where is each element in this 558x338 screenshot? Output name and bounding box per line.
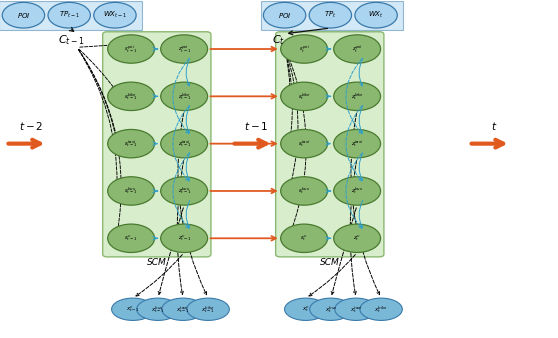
Text: $z_{t}^{bike}$: $z_{t}^{bike}$ — [350, 91, 364, 102]
Ellipse shape — [112, 298, 154, 320]
Text: $z_{t-1}^{bus}$: $z_{t-1}^{bus}$ — [177, 186, 191, 196]
Text: $x_{t}^{v}$: $x_{t}^{v}$ — [302, 305, 310, 314]
Text: $\varepsilon_{t}^{bike}$: $\varepsilon_{t}^{bike}$ — [297, 91, 311, 102]
Text: $\varepsilon_{t}^{v}$: $\varepsilon_{t}^{v}$ — [300, 234, 308, 243]
Circle shape — [108, 129, 155, 158]
Text: $POI$: $POI$ — [278, 11, 291, 20]
Text: SCM: SCM — [147, 258, 167, 267]
Text: $z_{t-1}^{v}$: $z_{t-1}^{v}$ — [177, 234, 191, 243]
Circle shape — [161, 224, 208, 252]
Circle shape — [281, 82, 328, 111]
FancyBboxPatch shape — [0, 1, 142, 30]
Text: $\varepsilon_{t-1}^{taxi}$: $\varepsilon_{t-1}^{taxi}$ — [124, 138, 138, 149]
Circle shape — [48, 2, 90, 28]
Text: $C_{t-1}$: $C_{t-1}$ — [58, 34, 85, 47]
Ellipse shape — [335, 298, 377, 320]
Text: $POI$: $POI$ — [17, 11, 30, 20]
Circle shape — [355, 2, 397, 28]
FancyBboxPatch shape — [261, 1, 403, 30]
Text: $x_{t-1}^{bike}$: $x_{t-1}^{bike}$ — [201, 304, 215, 315]
Text: $\varepsilon_{t-1}^{poi}$: $\varepsilon_{t-1}^{poi}$ — [124, 43, 138, 55]
Text: $x_{t-1}^{taxi}$: $x_{t-1}^{taxi}$ — [176, 304, 190, 315]
Circle shape — [309, 2, 352, 28]
Text: $x_{t}^{bus}$: $x_{t}^{bus}$ — [325, 304, 337, 315]
Text: $x_{t}^{bike}$: $x_{t}^{bike}$ — [374, 304, 388, 315]
Text: $z_{t}^{bus}$: $z_{t}^{bus}$ — [351, 186, 363, 196]
Circle shape — [334, 224, 381, 252]
Circle shape — [161, 35, 208, 63]
Text: $z_{t}^{poi}$: $z_{t}^{poi}$ — [352, 43, 363, 55]
Circle shape — [281, 224, 328, 252]
Text: $t-1$: $t-1$ — [244, 120, 269, 132]
Text: $z_{t-1}^{bike}$: $z_{t-1}^{bike}$ — [177, 91, 191, 102]
Circle shape — [108, 35, 155, 63]
Circle shape — [281, 35, 328, 63]
Text: $\varepsilon_{t-1}^{bike}$: $\varepsilon_{t-1}^{bike}$ — [124, 91, 138, 102]
Ellipse shape — [310, 298, 352, 320]
Circle shape — [334, 82, 381, 111]
Text: $z_{t}^{v}$: $z_{t}^{v}$ — [353, 234, 361, 243]
Text: $\varepsilon_{t}^{bus}$: $\varepsilon_{t}^{bus}$ — [298, 186, 310, 196]
Text: $\varepsilon_{t-1}^{bus}$: $\varepsilon_{t-1}^{bus}$ — [124, 186, 138, 196]
Text: $x_{t-1}^{v}$: $x_{t-1}^{v}$ — [126, 305, 140, 314]
Circle shape — [161, 177, 208, 205]
Ellipse shape — [360, 298, 402, 320]
Circle shape — [281, 177, 328, 205]
Circle shape — [2, 2, 45, 28]
Text: SCM: SCM — [320, 258, 340, 267]
Circle shape — [161, 129, 208, 158]
Circle shape — [108, 82, 155, 111]
Text: $\varepsilon_{t-1}^{v}$: $\varepsilon_{t-1}^{v}$ — [124, 234, 138, 243]
Text: $t-2$: $t-2$ — [18, 120, 43, 132]
Ellipse shape — [137, 298, 179, 320]
Circle shape — [108, 224, 155, 252]
Ellipse shape — [187, 298, 229, 320]
Circle shape — [334, 129, 381, 158]
Text: $x_{t-1}^{bus}$: $x_{t-1}^{bus}$ — [151, 304, 165, 315]
Text: $TP_{t-1}$: $TP_{t-1}$ — [59, 10, 80, 20]
Circle shape — [334, 177, 381, 205]
Circle shape — [281, 129, 328, 158]
Text: $t$: $t$ — [490, 120, 497, 132]
Text: $z_{t}^{taxi}$: $z_{t}^{taxi}$ — [351, 138, 363, 149]
Text: $x_{t}^{taxi}$: $x_{t}^{taxi}$ — [349, 304, 363, 315]
Text: $C_t$: $C_t$ — [272, 34, 286, 47]
Text: $z_{t-1}^{taxi}$: $z_{t-1}^{taxi}$ — [177, 138, 191, 149]
Circle shape — [161, 82, 208, 111]
Text: $WX_{t}$: $WX_{t}$ — [368, 10, 384, 20]
FancyBboxPatch shape — [103, 32, 211, 257]
FancyBboxPatch shape — [276, 32, 384, 257]
Circle shape — [263, 2, 306, 28]
Ellipse shape — [162, 298, 204, 320]
Circle shape — [334, 35, 381, 63]
Circle shape — [94, 2, 136, 28]
Text: $\varepsilon_{t}^{taxi}$: $\varepsilon_{t}^{taxi}$ — [298, 138, 310, 149]
Text: $WX_{t-1}$: $WX_{t-1}$ — [103, 10, 127, 20]
Text: $z_{t-1}^{poi}$: $z_{t-1}^{poi}$ — [177, 43, 191, 55]
Text: $\varepsilon_{t}^{poi}$: $\varepsilon_{t}^{poi}$ — [299, 43, 310, 55]
Text: $TP_{t}$: $TP_{t}$ — [324, 10, 336, 20]
Circle shape — [108, 177, 155, 205]
Ellipse shape — [285, 298, 327, 320]
